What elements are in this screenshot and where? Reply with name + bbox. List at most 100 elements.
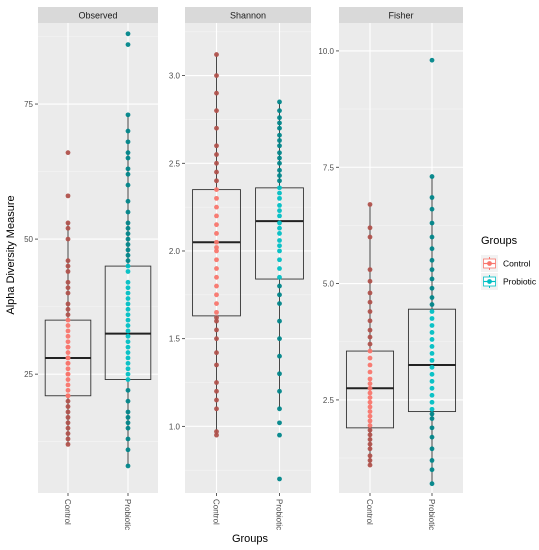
panel-observed: Observed 25 50 75 Control Probiotic	[24, 7, 158, 530]
facet-strip-label: Shannon	[230, 11, 266, 21]
data-point	[125, 209, 131, 215]
data-point	[125, 279, 131, 285]
y-tick-label: 2.5	[169, 159, 181, 168]
data-point	[367, 234, 373, 240]
data-point	[214, 204, 219, 210]
data-point	[367, 458, 373, 463]
data-point	[367, 381, 373, 387]
data-point	[65, 344, 71, 350]
data-point	[277, 220, 282, 226]
data-point	[214, 266, 219, 271]
data-point	[65, 355, 71, 361]
data-point	[65, 425, 71, 431]
data-point	[367, 404, 373, 410]
data-point	[277, 125, 282, 131]
data-point	[367, 418, 373, 424]
data-point	[65, 236, 71, 242]
data-point	[214, 350, 219, 356]
data-point	[277, 301, 282, 306]
data-point	[277, 371, 282, 377]
data-point	[277, 231, 282, 236]
data-point	[277, 266, 282, 271]
data-point	[65, 431, 71, 436]
data-point	[277, 150, 282, 156]
x-tick-label: Control	[365, 499, 374, 525]
data-point	[214, 406, 219, 412]
y-tick-label: 50	[24, 235, 33, 244]
data-point	[367, 441, 373, 447]
data-point	[429, 392, 435, 398]
data-point	[277, 178, 282, 184]
x-tick-label: Probiotic	[123, 499, 132, 530]
y-tick-label: 5.0	[323, 280, 335, 289]
data-point	[214, 327, 219, 333]
data-point	[214, 318, 219, 324]
data-point	[214, 292, 219, 298]
data-point	[429, 481, 435, 487]
data-point	[277, 160, 282, 166]
facet-strip-label: Fisher	[388, 11, 413, 21]
data-point	[367, 376, 373, 382]
data-point	[367, 341, 373, 347]
data-point	[65, 328, 71, 334]
legend-label-control: Control	[503, 259, 531, 269]
data-point	[367, 327, 373, 333]
data-point	[125, 301, 131, 307]
data-point	[125, 317, 131, 323]
data-point	[65, 306, 71, 312]
data-point	[277, 257, 282, 263]
facet-strip	[38, 7, 158, 23]
data-point	[125, 344, 131, 350]
data-point	[125, 198, 131, 204]
data-point	[214, 315, 219, 321]
y-tick-label: 10.0	[318, 47, 334, 56]
data-point	[65, 193, 71, 199]
data-point	[125, 447, 131, 453]
x-tick-label: Control	[63, 499, 72, 525]
data-point	[214, 108, 219, 114]
data-point	[429, 195, 435, 200]
data-point	[429, 220, 435, 226]
data-point	[125, 171, 131, 177]
data-point	[277, 99, 282, 105]
data-point	[125, 420, 131, 426]
y-tick-label: 2.5	[323, 396, 335, 405]
data-point	[65, 323, 71, 328]
data-point	[277, 292, 282, 298]
data-point	[214, 178, 219, 184]
data-point	[125, 409, 131, 415]
data-point	[277, 274, 282, 280]
data-point	[65, 393, 71, 399]
y-tick-label: 25	[24, 370, 33, 379]
facet-strip	[339, 7, 463, 23]
data-point	[125, 269, 131, 274]
data-point	[125, 242, 131, 247]
data-point	[429, 416, 435, 421]
data-point	[65, 301, 71, 307]
data-point	[277, 202, 282, 208]
data-point	[277, 155, 282, 161]
data-point	[125, 328, 131, 334]
data-point	[429, 434, 435, 440]
legend: Groups Control Probiotic	[481, 235, 537, 290]
data-point	[277, 318, 282, 324]
data-point	[367, 462, 373, 468]
data-point	[429, 246, 435, 252]
data-point	[429, 357, 435, 363]
data-point	[429, 234, 435, 240]
data-point	[429, 267, 435, 273]
data-point	[214, 248, 219, 254]
data-point	[65, 366, 71, 372]
data-point	[277, 432, 282, 438]
data-point	[429, 385, 435, 391]
data-point	[125, 355, 131, 361]
data-point	[214, 429, 219, 435]
data-point	[277, 115, 282, 121]
data-point	[367, 278, 373, 284]
data-point	[214, 195, 219, 201]
data-point	[65, 382, 71, 388]
data-point	[367, 334, 373, 340]
data-point	[367, 399, 373, 405]
data-point	[277, 476, 282, 482]
